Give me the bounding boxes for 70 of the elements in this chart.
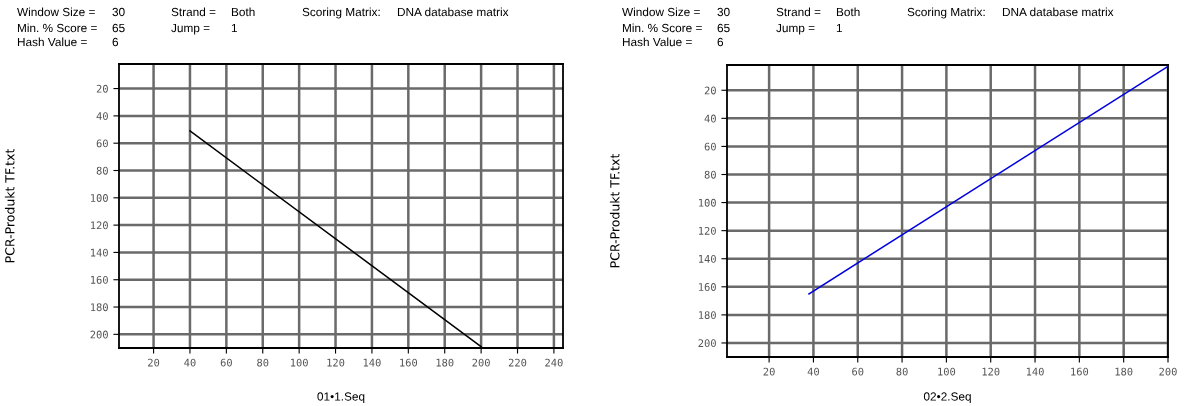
x-tick-label: 140 xyxy=(1026,367,1044,376)
text: DNA database matrix xyxy=(1002,7,1114,17)
y-tick-label: 20 xyxy=(704,86,716,95)
text: 1 xyxy=(231,23,237,33)
x-tick-label: 20 xyxy=(148,358,160,367)
x-tick-label: 80 xyxy=(896,367,908,376)
text: Min. % Score = xyxy=(622,23,702,33)
x-tick-label: 180 xyxy=(1115,367,1133,376)
x-tick-label: 80 xyxy=(257,358,269,367)
y-tick-label: 160 xyxy=(91,275,108,284)
text: Scoring Matrix: xyxy=(302,7,380,19)
text: 6 xyxy=(717,37,724,47)
x-tick-label: 220 xyxy=(508,358,527,367)
y-tick-label: 180 xyxy=(91,303,108,312)
y-tick-label: 140 xyxy=(699,254,716,263)
text: 65 xyxy=(717,23,730,33)
text: Strand = xyxy=(171,7,216,17)
y-tick-label: 60 xyxy=(704,142,716,151)
x-tick-label: 60 xyxy=(852,367,864,376)
text: Window Size = xyxy=(17,7,95,17)
x-tick-label: 60 xyxy=(220,358,232,367)
y-tick-label: 60 xyxy=(96,139,108,148)
x-tick-label: 100 xyxy=(290,358,308,367)
text: Jump = xyxy=(776,23,815,35)
y-axis-title: PCR-Produkt TF.txt xyxy=(4,148,15,263)
x-tick-label: 200 xyxy=(1159,367,1177,376)
y-tick-label: 200 xyxy=(90,330,108,339)
text: 30 xyxy=(717,7,730,17)
y-tick-label: 100 xyxy=(699,198,716,207)
x-tick-label: 160 xyxy=(1071,367,1089,376)
y-tick-label: 120 xyxy=(699,226,716,235)
y-tick-label: 120 xyxy=(91,221,108,230)
text: Both xyxy=(231,7,255,17)
y-tick-label: 180 xyxy=(699,311,716,320)
y-tick-label: 40 xyxy=(704,114,716,123)
text: Both xyxy=(836,7,860,17)
x-tick-label: 20 xyxy=(763,367,775,376)
x-tick-label: 180 xyxy=(436,358,454,367)
x-tick-label: 40 xyxy=(184,358,196,367)
text: Strand = xyxy=(776,7,821,17)
x-tick-label: 100 xyxy=(938,367,956,376)
y-tick-label: 20 xyxy=(96,84,108,93)
x-tick-label: 240 xyxy=(545,358,563,367)
x-tick-label: 120 xyxy=(327,358,345,367)
y-tick-label: 160 xyxy=(699,283,716,291)
text: Window Size = xyxy=(622,7,700,17)
x-tick-label: 160 xyxy=(400,358,418,367)
y-tick-label: 80 xyxy=(96,166,108,175)
y-tick-label: 80 xyxy=(704,170,716,179)
x-axis-title: 02•2.Seq xyxy=(923,392,971,404)
y-tick-label: 140 xyxy=(91,248,108,257)
x-tick-label: 120 xyxy=(982,367,1000,376)
text: 30 xyxy=(112,7,125,17)
y-axis-title: PCR-Produkt TF.txt xyxy=(609,153,620,268)
text: 1 xyxy=(836,23,842,33)
text: Hash Value = xyxy=(622,37,692,47)
x-axis-title: 01•1.Seq xyxy=(317,392,365,404)
text: Min. % Score = xyxy=(17,23,97,33)
text: Hash Value = xyxy=(17,37,87,47)
text: 6 xyxy=(112,37,119,47)
y-tick-label: 40 xyxy=(96,112,108,121)
text: Scoring Matrix: xyxy=(907,7,985,19)
y-tick-label: 100 xyxy=(91,194,108,202)
x-tick-label: 40 xyxy=(807,367,820,376)
x-tick-label: 140 xyxy=(363,358,381,367)
text: Jump = xyxy=(171,23,210,35)
x-tick-label: 200 xyxy=(472,358,490,367)
text: DNA database matrix xyxy=(397,7,509,17)
y-tick-label: 200 xyxy=(698,339,716,348)
text: 65 xyxy=(112,23,125,33)
